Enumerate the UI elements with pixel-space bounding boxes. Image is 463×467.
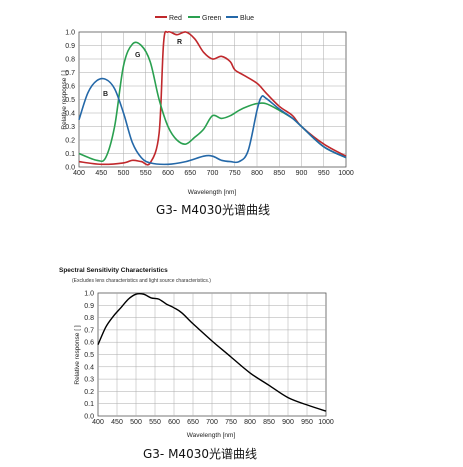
x-tick-label: 1000 <box>318 419 334 426</box>
grid <box>78 31 347 168</box>
y-tick-label: 0.5 <box>65 97 75 104</box>
x-tick-label: 550 <box>140 170 152 177</box>
curve-label-r: R <box>177 39 182 46</box>
x-axis-label: Wavelength [nm] <box>187 432 236 439</box>
x-tick-label: 1000 <box>338 170 354 177</box>
legend: Red Green Blue <box>155 15 254 22</box>
y-tick-label: 0.8 <box>65 57 75 64</box>
x-tick-label: 700 <box>206 419 218 426</box>
series-line-green <box>78 41 347 163</box>
x-tick-label: 900 <box>282 419 294 426</box>
x-tick-label: 950 <box>301 419 313 426</box>
y-tick-label: 0.2 <box>65 138 75 145</box>
series-line-red <box>78 30 347 166</box>
y-tick-label: 0.9 <box>65 43 75 50</box>
y-tick-label: 0.8 <box>84 315 94 322</box>
y-tick-label: 1.0 <box>84 291 94 298</box>
y-tick-label: 0.2 <box>84 389 94 396</box>
caption: G3- M4030光谱曲线 <box>143 447 257 461</box>
y-tick-label: 0.4 <box>84 364 94 371</box>
mono-spectral-chart: Spectral Sensitivity Characteristics (Ex… <box>59 267 334 461</box>
x-axis-label: Wavelength [nm] <box>188 189 237 196</box>
series-line-blue <box>78 77 347 166</box>
tick-labels: 400 450 500 550 600 650 700 750 800 850 900 950 1000… <box>65 30 354 178</box>
y-tick-label: 0.3 <box>84 377 94 384</box>
y-tick-label: 1.0 <box>65 30 75 37</box>
y-tick-label: 0.3 <box>65 124 75 131</box>
x-tick-label: 750 <box>229 170 241 177</box>
legend-label-red: Red <box>169 15 182 22</box>
x-tick-label: 450 <box>111 419 123 426</box>
series-line <box>97 292 327 412</box>
x-tick-label: 850 <box>273 170 285 177</box>
x-tick-label: 650 <box>184 170 196 177</box>
x-tick-label: 700 <box>207 170 219 177</box>
x-tick-label: 750 <box>225 419 237 426</box>
y-tick-label: 0.6 <box>84 340 94 347</box>
tick-labels: 400 450 500 550 600 650 700 750 800 850 900 950 1000… <box>84 291 334 427</box>
x-tick-label: 650 <box>187 419 199 426</box>
y-tick-label: 0.5 <box>84 352 94 359</box>
y-axis-label: Relative response [ ] <box>61 70 68 129</box>
y-tick-label: 0.1 <box>65 151 75 158</box>
caption: G3- M4030光谱曲线 <box>156 203 270 217</box>
x-tick-label: 600 <box>162 170 174 177</box>
y-tick-label: 0.7 <box>65 70 75 77</box>
x-tick-label: 550 <box>149 419 161 426</box>
x-tick-label: 450 <box>95 170 107 177</box>
legend-label-green: Green <box>202 15 222 22</box>
x-tick-label: 400 <box>73 170 85 177</box>
x-tick-label: 800 <box>244 419 256 426</box>
curve-label-b: B <box>103 91 108 98</box>
x-tick-label: 500 <box>130 419 142 426</box>
y-tick-label: 0.0 <box>84 414 94 421</box>
curve-label-g: G <box>135 52 141 59</box>
color-spectral-chart: 400 450 500 550 600 650 700 750 800 850 900 950 1000… <box>61 15 354 217</box>
y-axis-label: Relative response [ ] <box>74 325 81 384</box>
x-tick-label: 800 <box>251 170 263 177</box>
x-tick-label: 600 <box>168 419 180 426</box>
grid <box>97 292 327 417</box>
y-tick-label: 0.7 <box>84 327 94 334</box>
legend-label-blue: Blue <box>240 15 254 22</box>
chart-title: Spectral Sensitivity Characteristics <box>59 267 168 274</box>
y-tick-label: 0.0 <box>65 165 75 172</box>
y-tick-label: 0.1 <box>84 401 94 408</box>
x-tick-label: 950 <box>318 170 330 177</box>
x-tick-label: 900 <box>296 170 308 177</box>
x-tick-label: 850 <box>263 419 275 426</box>
y-tick-label: 0.9 <box>84 303 94 310</box>
series-lines <box>78 30 347 166</box>
y-tick-label: 0.6 <box>65 84 75 91</box>
series-lines <box>97 292 327 412</box>
x-tick-label: 400 <box>92 419 104 426</box>
chart-subtitle: (Excludes lens characteristics and light… <box>72 278 211 284</box>
y-tick-label: 0.4 <box>65 111 75 118</box>
x-tick-label: 500 <box>118 170 130 177</box>
